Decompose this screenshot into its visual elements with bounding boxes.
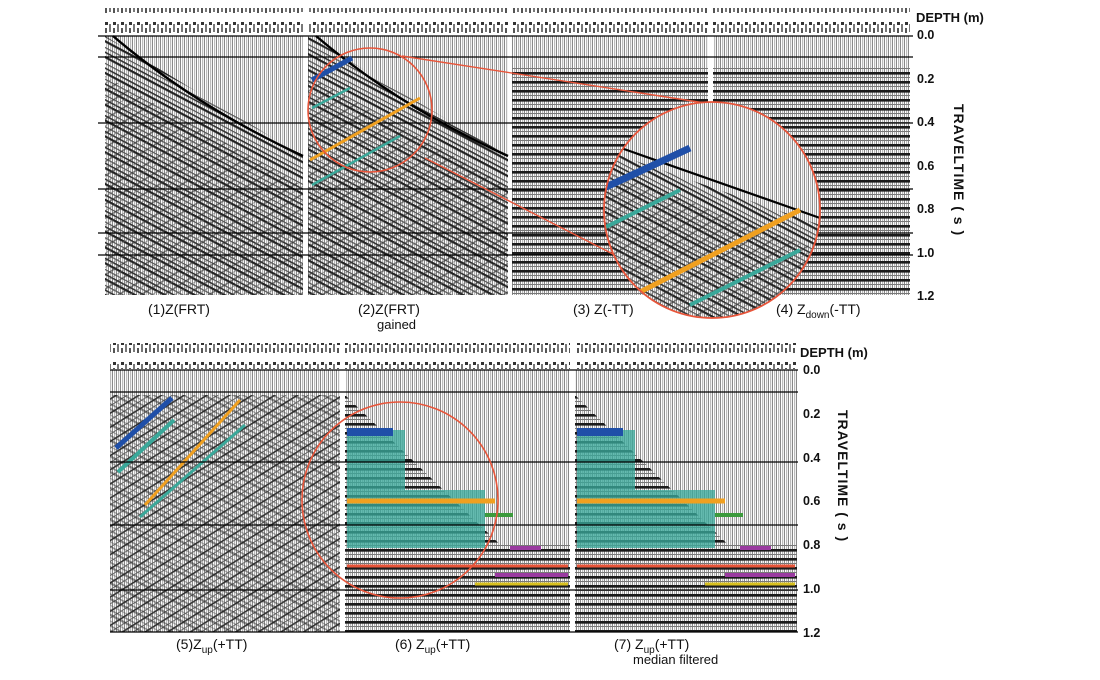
top-tick-label: 0.0 xyxy=(917,28,935,42)
crossing-texture xyxy=(308,76,508,295)
zoom-source-circle xyxy=(307,47,433,173)
panel-7-note: median filtered xyxy=(633,652,719,667)
header-glyphs xyxy=(512,8,708,34)
header-glyphs xyxy=(110,343,340,369)
top-tick-label: 0.4 xyxy=(917,115,935,129)
bottom-tick-label: 1.2 xyxy=(803,625,821,640)
bottom-tick-label: 0.6 xyxy=(803,494,821,509)
bottom-panel-6 xyxy=(345,343,570,632)
zoom-circle-bottom xyxy=(301,401,499,599)
zoom-magnified xyxy=(603,101,821,319)
first-break-line xyxy=(315,35,509,158)
header-glyphs xyxy=(308,8,508,34)
crossing-texture xyxy=(105,76,303,295)
top-traveltime-label: TRAVELTIME ( s ) xyxy=(951,104,967,237)
teal-marker-p5-a xyxy=(116,418,176,474)
top-depth-label: DEPTH (m) xyxy=(916,10,984,25)
bottom-panel-5 xyxy=(110,343,340,632)
zoom-connector-top xyxy=(401,55,706,104)
header-glyphs xyxy=(105,8,303,34)
bottom-panel-7 xyxy=(575,343,797,632)
panel-5-label: (5)Zup(+TT) xyxy=(176,636,248,656)
top-tick-label: 0.2 xyxy=(917,71,935,86)
zoom-circle-outline xyxy=(603,101,821,319)
header-glyphs xyxy=(575,343,797,369)
cross-texture xyxy=(110,395,340,632)
orange-marker-p5 xyxy=(143,398,242,507)
teal-marker-p2-a xyxy=(311,86,351,110)
panel-2-note: gained xyxy=(377,317,417,332)
first-break-line xyxy=(112,35,304,158)
teal-marker-p2-b xyxy=(311,134,401,187)
top-panel-2 xyxy=(308,8,509,295)
top-tick-label: 0.8 xyxy=(917,202,935,216)
zoom-teal-marker-a xyxy=(604,188,681,230)
bottom-traveltime-label: TRAVELTIME ( s ) xyxy=(835,410,851,543)
panel-1-label: (1)Z(FRT) xyxy=(148,301,210,317)
deep-reflections xyxy=(345,545,570,632)
deep-reflections xyxy=(575,545,797,632)
zoom-orange-marker xyxy=(638,207,802,295)
bottom-tick-label: 0.4 xyxy=(803,450,821,465)
panel-3-label: (3) Z(-TT) xyxy=(573,301,634,317)
zoom-blue-marker xyxy=(604,144,692,192)
zoom-teal-marker-b xyxy=(689,248,801,307)
bottom-tick-label: 0.2 xyxy=(803,406,821,421)
top-tick-label: 1.2 xyxy=(917,289,935,303)
top-tick-label: 1.0 xyxy=(917,245,935,260)
panel-2-label: (2)Z(FRT) xyxy=(358,301,420,317)
panel-7-label: (7) Zup(+TT) xyxy=(614,636,690,656)
blue-marker-p5 xyxy=(114,396,174,450)
bottom-tick-label: 0.0 xyxy=(803,363,821,377)
header-glyphs xyxy=(713,8,910,34)
orange-marker-p2 xyxy=(309,96,421,162)
top-panel-1 xyxy=(105,8,304,295)
teal-fill-block xyxy=(347,430,485,548)
bottom-depth-label: DEPTH (m) xyxy=(800,345,868,360)
teal-fill-block xyxy=(577,430,715,548)
zoom-first-break xyxy=(604,140,820,220)
bottom-tick-label: 1.0 xyxy=(803,582,821,596)
header-glyphs xyxy=(345,343,570,369)
panel-4-label: (4) Zdown(-TT) xyxy=(776,301,861,321)
panel-6-label: (6) Zup(+TT) xyxy=(395,636,471,656)
zoom-connector-bottom xyxy=(424,157,649,273)
teal-marker-p5-b xyxy=(139,423,246,519)
bottom-tick-label: 0.8 xyxy=(803,538,821,553)
top-tick-label: 0.6 xyxy=(917,158,935,173)
